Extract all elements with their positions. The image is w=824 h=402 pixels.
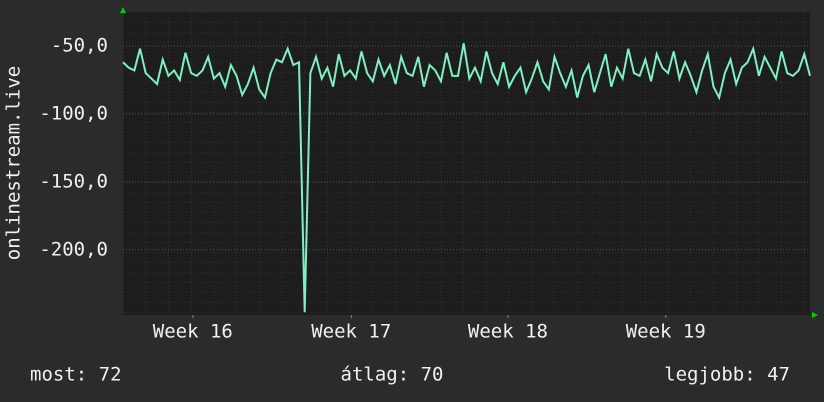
y-tick-label: -200,0 — [39, 238, 108, 260]
y-axis-label: onlinestream.live — [3, 66, 25, 260]
y-tick-label: -150,0 — [39, 170, 108, 192]
y-tick-label: -100,0 — [39, 102, 108, 124]
stat-label: most: 72 — [30, 364, 122, 386]
stat-label: legjobb: 47 — [664, 364, 790, 386]
stat-label: átlag: 70 — [341, 364, 444, 386]
y-tick-label: -50,0 — [51, 34, 108, 56]
x-tick-label: Week 16 — [153, 321, 233, 343]
data-line — [122, 43, 811, 313]
x-tick-label: Week 18 — [468, 321, 548, 343]
axis-arrow — [120, 7, 126, 13]
axis-arrow — [812, 312, 818, 318]
x-tick-label: Week 17 — [311, 321, 391, 343]
x-tick-label: Week 19 — [626, 321, 706, 343]
